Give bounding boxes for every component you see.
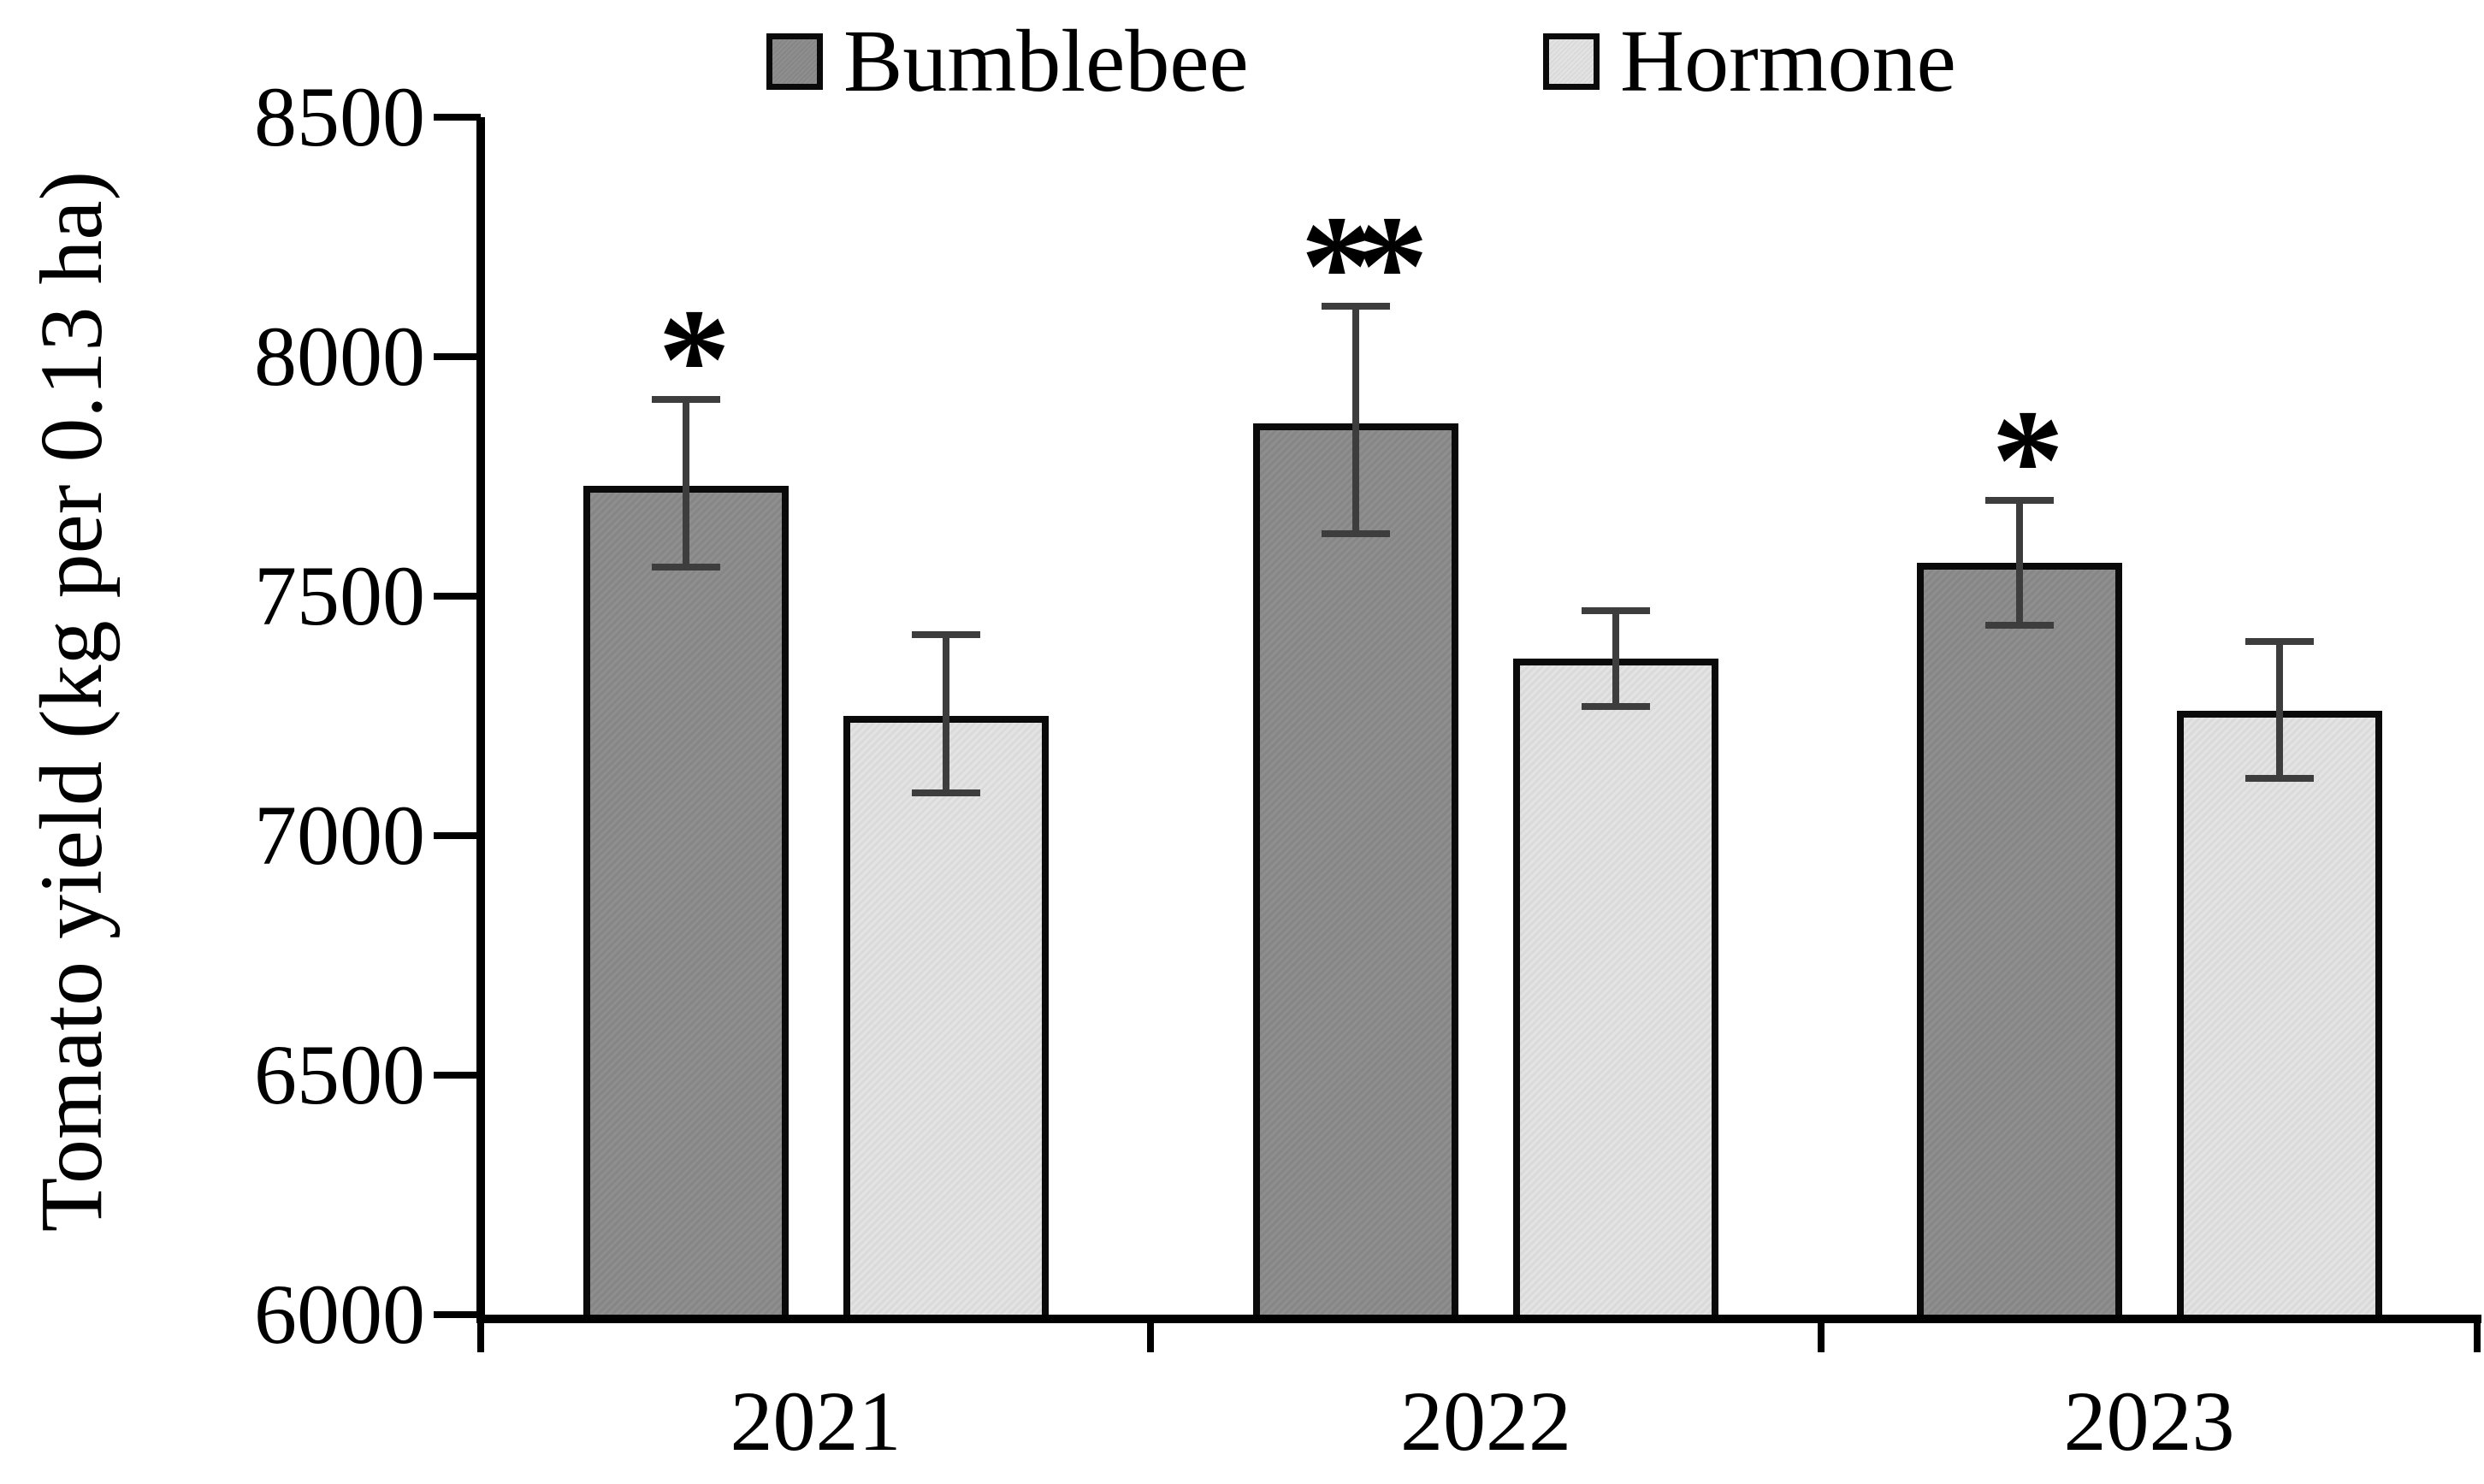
legend-swatch-hormone [1543, 33, 1600, 90]
error-bar-cap-top [1322, 303, 1390, 310]
y-axis-line [476, 117, 485, 1323]
y-tick-mark [434, 1311, 481, 1318]
error-bar-stem [2275, 641, 2283, 778]
x-category-label: 2021 [730, 1374, 902, 1469]
error-bar-stem [682, 399, 689, 568]
x-tick-mark [1147, 1315, 1154, 1352]
y-tick-mark [434, 114, 481, 121]
error-bar-cap-bottom [1984, 621, 2054, 629]
error-bar-cap-top [911, 630, 980, 638]
error-bar-cap-bottom [651, 564, 720, 571]
error-bar-stem [942, 634, 949, 793]
x-axis-line [476, 1315, 2481, 1323]
bar-hormone-2021 [843, 716, 1049, 1319]
bar-bumblebee-2022 [1253, 423, 1458, 1319]
y-tick-mark [434, 353, 481, 360]
error-bar-stem [1352, 306, 1359, 535]
y-tick-label: 6500 [254, 1027, 425, 1122]
error-bar-cap-top [2244, 638, 2314, 646]
error-bar-cap-bottom [911, 789, 980, 796]
bar-bumblebee-2023 [1916, 562, 2122, 1319]
x-category-label: 2023 [2063, 1374, 2235, 1469]
bar-hormone-2022 [1513, 658, 1718, 1319]
bar-bumblebee-2021 [583, 486, 789, 1319]
error-bar-cap-bottom [1582, 702, 1650, 710]
legend-item-hormone: Hormone [1543, 14, 1956, 109]
error-bar-cap-bottom [1322, 530, 1390, 538]
x-tick-mark [1818, 1315, 1825, 1352]
y-tick-mark [434, 1072, 481, 1079]
significance-marker-2022: ** [1300, 186, 1428, 347]
y-tick-label: 6000 [254, 1267, 425, 1362]
y-tick-mark [434, 832, 481, 839]
x-tick-mark [477, 1315, 484, 1352]
y-tick-mark [434, 593, 481, 600]
error-bar-stem [1612, 610, 1619, 707]
y-tick-label: 8000 [254, 309, 425, 404]
error-bar-cap-top [651, 396, 720, 404]
significance-marker-2021: * [658, 279, 730, 440]
y-axis-title: Tomato yield (kg per 0.13 ha) [22, 170, 121, 1233]
bar-hormone-2023 [2176, 711, 2382, 1319]
y-tick-label: 8500 [254, 69, 425, 164]
error-bar-cap-bottom [2244, 774, 2314, 782]
error-bar-cap-top [1582, 606, 1650, 614]
x-tick-mark [2474, 1315, 2481, 1352]
legend-label: Hormone [1620, 12, 1956, 110]
legend-label: Bumblebee [843, 12, 1249, 110]
y-tick-label: 7500 [254, 548, 425, 643]
error-bar-stem [2015, 500, 2023, 625]
error-bar-cap-top [1984, 497, 2054, 504]
significance-marker-2023: * [1991, 380, 2064, 541]
y-tick-label: 7000 [254, 788, 425, 883]
legend-item-bumblebee: Bumblebee [766, 14, 1249, 109]
legend-swatch-bumblebee [766, 33, 823, 90]
x-category-label: 2022 [1400, 1374, 1571, 1469]
